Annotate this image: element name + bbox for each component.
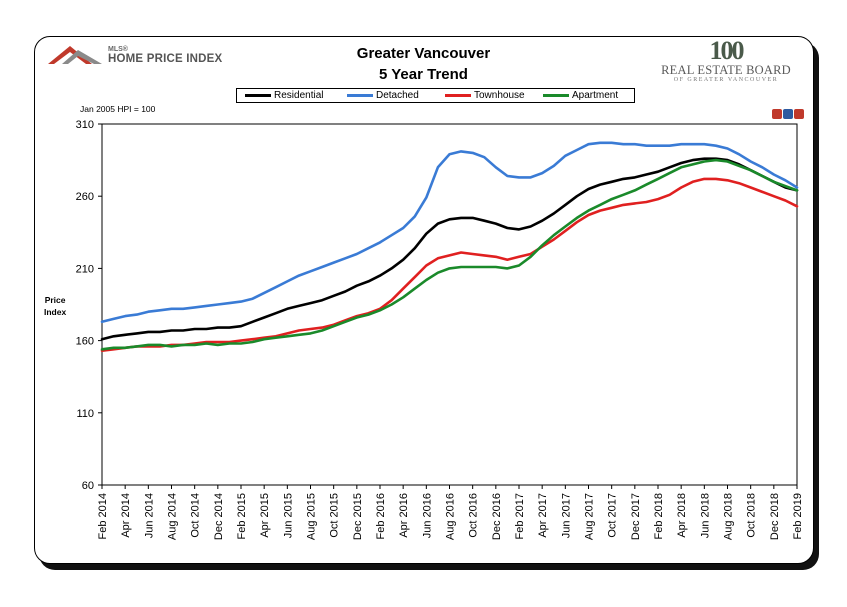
y-axis-label-line: Price — [44, 295, 66, 305]
y-tick-label: 210 — [76, 263, 94, 275]
x-tick-label: Oct 2017 — [607, 493, 619, 538]
x-tick-label: Feb 2019 — [792, 493, 804, 539]
x-tick-label: Feb 2014 — [97, 493, 109, 539]
x-tick-label: Aug 2015 — [306, 493, 318, 540]
x-tick-label: Aug 2017 — [584, 493, 596, 540]
y-tick-label: 310 — [76, 119, 94, 131]
x-tick-label: Jun 2016 — [421, 493, 433, 538]
x-tick-label: Apr 2015 — [259, 493, 271, 538]
home-price-index-logo: MLS® HOME PRICE INDEX — [48, 42, 248, 72]
legend-label: Apartment — [572, 90, 619, 101]
x-tick-label: Apr 2014 — [120, 493, 132, 538]
y-tick-label: 260 — [76, 191, 94, 203]
x-tick-label: Aug 2014 — [167, 493, 179, 540]
x-tick-label: Dec 2017 — [630, 493, 642, 540]
x-tick-label: Dec 2016 — [491, 493, 503, 540]
legend: Residential Detached Townhouse Apartment — [236, 88, 635, 103]
x-tick-label: Oct 2018 — [746, 493, 758, 538]
x-tick-label: Jun 2014 — [143, 493, 155, 538]
x-tick-label: Jun 2018 — [699, 493, 711, 538]
series-line-detached — [100, 141, 799, 324]
board-subtitle: OF GREATER VANCOUVER — [673, 77, 779, 83]
y-axis-label: Price Index — [44, 294, 66, 318]
chart-title: Greater Vancouver — [356, 45, 491, 62]
legend-swatch — [445, 93, 471, 97]
anniversary-number: 100 — [709, 36, 745, 65]
x-tick-label: Jun 2015 — [282, 493, 294, 538]
y-tick-label: 60 — [82, 480, 94, 492]
series-line-apartment — [100, 158, 799, 351]
y-tick-label: 160 — [76, 336, 94, 348]
chart-subtitle: 5 Year Trend — [379, 66, 468, 83]
x-tick-label: Dec 2015 — [352, 493, 364, 540]
x-tick-label: Oct 2016 — [468, 493, 480, 538]
x-tick-label: Feb 2018 — [653, 493, 665, 539]
legend-label: Residential — [274, 90, 324, 101]
x-tick-label: Jun 2017 — [560, 493, 572, 538]
y-axis-label-line: Index — [44, 307, 67, 317]
legend-label: Townhouse — [474, 90, 525, 101]
plot-area — [101, 123, 798, 486]
x-tick-label: Feb 2017 — [514, 493, 526, 539]
series-line-townhouse — [100, 177, 799, 353]
x-tick-label: Dec 2018 — [769, 493, 781, 540]
house-roof-icon — [48, 46, 102, 64]
x-tick-label: Aug 2018 — [723, 493, 735, 540]
x-tick-label: Apr 2018 — [676, 493, 688, 538]
x-tick-label: Feb 2015 — [236, 493, 248, 539]
mls-badge-icon — [772, 106, 810, 120]
x-tick-label: Dec 2014 — [213, 493, 225, 540]
x-tick-label: Oct 2015 — [329, 493, 341, 538]
hpi-logo-text: HOME PRICE INDEX — [108, 53, 223, 65]
legend-swatch — [347, 93, 373, 97]
x-tick-label: Apr 2016 — [398, 493, 410, 538]
legend-swatch — [543, 93, 569, 97]
board-name: REAL ESTATE BOARD — [661, 63, 791, 77]
x-tick-label: Oct 2014 — [190, 493, 202, 538]
mls-superscript: MLS® — [108, 46, 128, 53]
legend-item-detached: Detached — [347, 89, 419, 102]
x-tick-label: Feb 2016 — [375, 493, 387, 539]
legend-swatch — [245, 93, 271, 97]
legend-item-residential: Residential — [245, 89, 323, 102]
real-estate-board-logo: 100 REAL ESTATE BOARD OF GREATER VANCOUV… — [660, 38, 792, 94]
legend-label: Detached — [376, 90, 419, 101]
legend-item-townhouse: Townhouse — [445, 89, 525, 102]
series-line-residential — [100, 157, 799, 341]
legend-item-apartment: Apartment — [543, 89, 618, 102]
x-tick-label: Apr 2017 — [537, 493, 549, 538]
hpi-base-note: Jan 2005 HPI = 100 — [80, 104, 156, 114]
x-tick-label: Aug 2016 — [445, 493, 457, 540]
y-tick-label: 110 — [76, 408, 94, 420]
